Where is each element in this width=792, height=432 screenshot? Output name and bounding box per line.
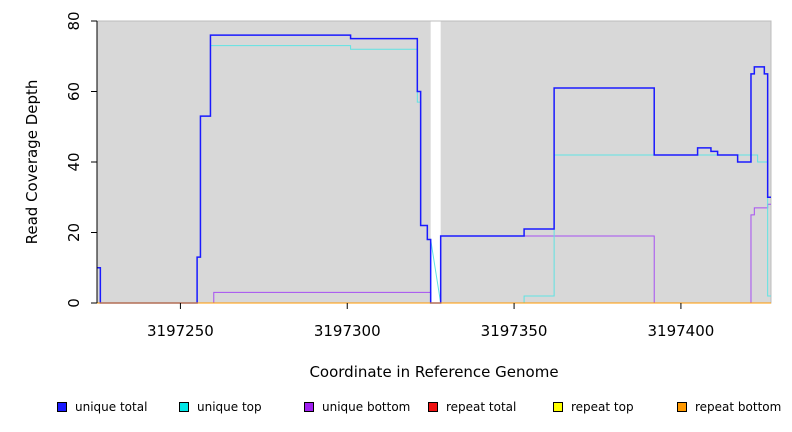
y-tick-label: 20 xyxy=(65,223,83,242)
legend-label: unique top xyxy=(197,400,262,414)
legend-item-repeat-top: repeat top xyxy=(553,400,634,414)
legend: unique total unique top unique bottom repea… xyxy=(0,400,792,420)
plot-area-left xyxy=(97,21,431,303)
legend-label: unique bottom xyxy=(322,400,411,414)
x-tick-label: 3197250 xyxy=(147,322,214,340)
axes: 0 20 40 60 80 3197250 3197300 3197350 3197400 xyxy=(65,11,714,340)
legend-swatch xyxy=(179,402,189,412)
series-unique-total xyxy=(97,34,771,304)
legend-swatch xyxy=(304,402,314,412)
legend-label: unique total xyxy=(75,400,148,414)
x-tick-label: 3197350 xyxy=(481,322,548,340)
plot-background xyxy=(96,20,772,304)
y-tick-label: 80 xyxy=(65,11,83,30)
x-axis-title: Coordinate in Reference Genome xyxy=(309,363,558,381)
legend-label: repeat bottom xyxy=(695,400,782,414)
legend-label: repeat total xyxy=(446,400,517,414)
legend-label: repeat top xyxy=(571,400,634,414)
x-tick-label: 3197400 xyxy=(648,322,715,340)
y-axis-title: Read Coverage Depth xyxy=(23,80,41,245)
plot-area-right xyxy=(440,21,771,303)
y-tick-label: 60 xyxy=(65,82,83,101)
y-tick-label: 40 xyxy=(65,152,83,171)
legend-swatch xyxy=(677,402,687,412)
series-layer xyxy=(97,34,771,304)
legend-swatch xyxy=(428,402,438,412)
legend-swatch xyxy=(57,402,67,412)
legend-item-repeat-bottom: repeat bottom xyxy=(677,400,781,414)
legend-item-unique-bottom: unique bottom xyxy=(304,400,410,414)
legend-item-unique-total: unique total xyxy=(57,400,147,414)
x-tick-label: 3197300 xyxy=(314,322,381,340)
legend-swatch xyxy=(553,402,563,412)
legend-item-repeat-total: repeat total xyxy=(428,400,516,414)
series-unique-bottom xyxy=(97,203,771,304)
legend-item-unique-top: unique top xyxy=(179,400,262,414)
y-tick-label: 0 xyxy=(65,298,83,308)
